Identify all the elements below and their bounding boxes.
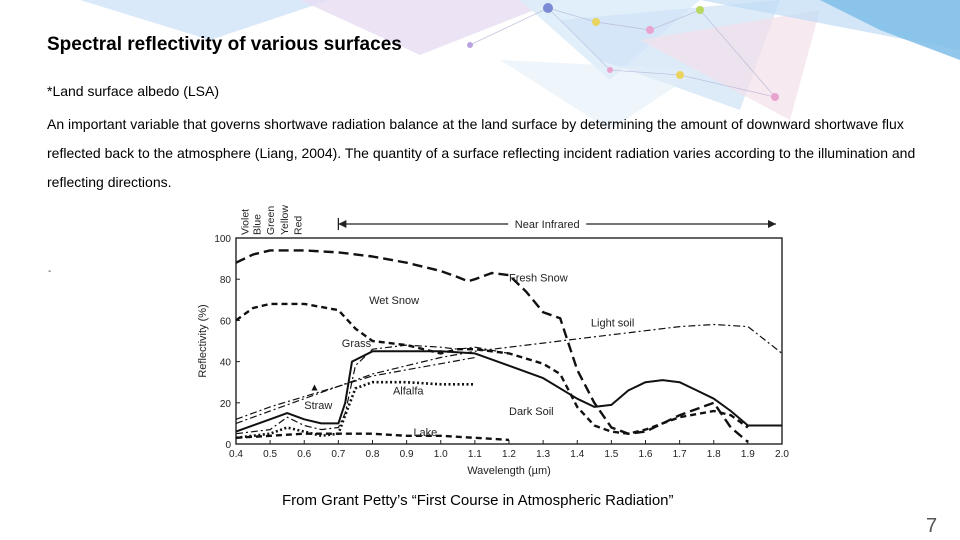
x-tick-label: 1.7 [673, 449, 687, 460]
series-label-grass: Grass [342, 338, 372, 350]
x-tick-label: 1.0 [434, 449, 448, 460]
reflectivity-chart: 0.4 0.5 0.6 0.7 0.8 0.9 1.0 1.1 1.2 1.3 1.4 1.5 1.6 1… [197, 205, 789, 477]
x-tick-label: 1.5 [604, 449, 618, 460]
series-line-alfalfa [235, 380, 475, 440]
series-line-light-soil [235, 323, 783, 424]
slide-subtitle: *Land surface albedo (LSA) [47, 83, 219, 99]
series-label-dark-soil: Dark Soil [509, 406, 554, 418]
x-tick-label: 1.6 [639, 449, 653, 460]
near-infrared-arrowhead-right [768, 220, 776, 228]
x-tick-label: 0.5 [263, 449, 277, 460]
x-tick-label: 1.8 [707, 449, 721, 460]
series-label-alfalfa: Alfalfa [393, 386, 424, 398]
straw-pointer [311, 384, 318, 391]
y-tick-label: 0 [225, 440, 231, 451]
near-infrared-arrowhead-left [338, 220, 347, 228]
near-infrared-label-bg [508, 216, 587, 231]
band-label-yellow: Yellow [279, 205, 291, 235]
x-tick-label: 0.4 [229, 449, 243, 460]
x-tick-label: 1.2 [502, 449, 516, 460]
figure-caption: From Grant Petty’s “First Course in Atmo… [282, 492, 674, 509]
band-label-red: Red [292, 216, 304, 235]
band-label-blue: Blue [251, 214, 263, 235]
band-label-violet: Violet [240, 209, 252, 235]
series-line-grass [235, 344, 510, 435]
series-line-lake [235, 432, 510, 442]
x-tick-label: 1.1 [468, 449, 482, 460]
y-tick-label: 80 [220, 275, 232, 286]
stray-mark: - [48, 266, 52, 277]
x-tick-label: 1.9 [741, 449, 755, 460]
band-label-green: Green [265, 206, 277, 235]
series-line-wet-snow [235, 302, 749, 435]
series-label-fresh-snow: Fresh Snow [509, 272, 568, 284]
x-tick-label: 1.3 [536, 449, 550, 460]
near-infrared-label: Near Infrared [515, 219, 580, 231]
series-label-straw: Straw [304, 400, 332, 412]
series-label-wet-snow: Wet Snow [369, 295, 419, 307]
series-line-dark-soil [235, 350, 782, 433]
y-axis-label: Reflectivity (%) [197, 304, 209, 377]
y-tick-label: 40 [220, 358, 232, 369]
series-label-light-soil: Light soil [591, 318, 634, 330]
series-line-straw [235, 356, 476, 420]
y-tick-label: 60 [220, 316, 232, 327]
x-tick-label: 0.8 [366, 449, 380, 460]
x-axis-label: Wavelength (µm) [467, 465, 551, 477]
x-tick-label: 0.7 [331, 449, 345, 460]
series-label-lake: Lake [413, 427, 437, 439]
slide-title: Spectral reflectivity of various surface… [47, 34, 402, 55]
x-tick-label: 0.6 [297, 449, 311, 460]
page-number: 7 [926, 515, 938, 537]
x-tick-label: 0.9 [400, 449, 414, 460]
y-tick-label: 100 [214, 234, 231, 245]
x-tick-label: 1.4 [570, 449, 584, 460]
slide-paragraph: An important variable that governs short… [47, 116, 916, 190]
y-tick-label: 20 [220, 399, 232, 410]
series-line-fresh-snow [235, 249, 749, 443]
x-tick-label: 2.0 [775, 449, 789, 460]
